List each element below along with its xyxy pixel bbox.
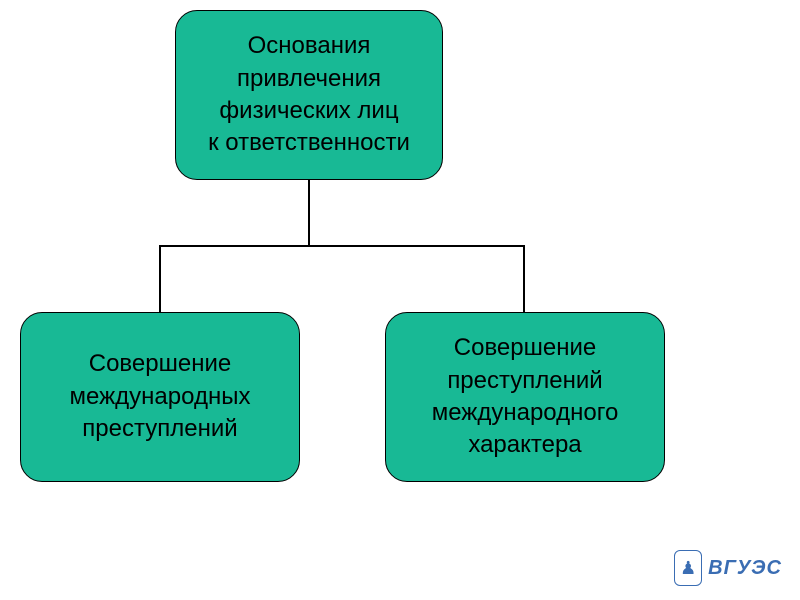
watermark: ♟ ВГУЭС xyxy=(674,550,782,586)
root-node-text: Основания привлечения физических лиц к о… xyxy=(208,30,410,160)
connector-left-drop xyxy=(159,245,161,312)
child-right-text: Совершение преступлений международного х… xyxy=(432,332,619,462)
child-left-node: Совершение международных преступлений xyxy=(20,312,300,482)
connector-right-drop xyxy=(523,245,525,312)
watermark-icon: ♟ xyxy=(674,550,702,586)
root-node: Основания привлечения физических лиц к о… xyxy=(175,10,443,180)
connector-trunk xyxy=(308,180,310,245)
connector-horizontal xyxy=(160,245,525,247)
watermark-text: ВГУЭС xyxy=(708,557,782,580)
child-right-node: Совершение преступлений международного х… xyxy=(385,312,665,482)
child-left-text: Совершение международных преступлений xyxy=(70,348,251,445)
